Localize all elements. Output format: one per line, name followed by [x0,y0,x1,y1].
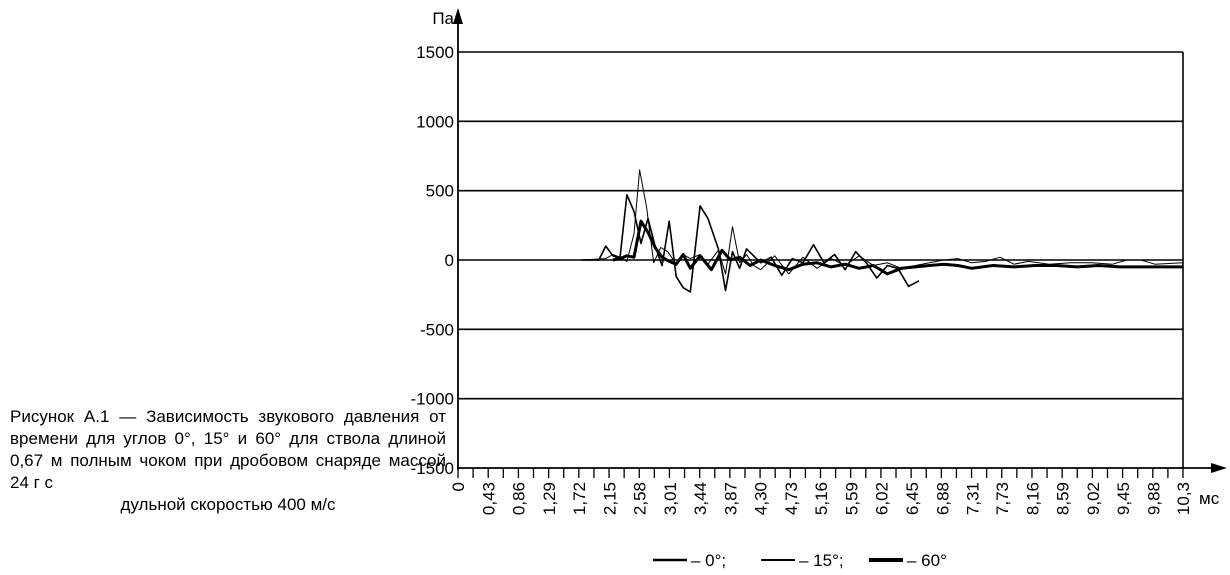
x-tick-label: 6,02 [873,482,892,515]
x-axis-unit: мс [1199,489,1220,508]
x-tick-label: 2,15 [600,482,619,515]
y-tick-label: -500 [420,320,454,339]
y-tick-label: 500 [426,182,454,201]
x-tick-label: 4,30 [752,482,771,515]
x-tick-label: 9,88 [1144,482,1163,515]
data-series [581,169,1184,293]
x-tick-label: 5,16 [812,482,831,515]
y-axis-arrow [453,8,463,24]
y-tick-label: 0 [445,251,454,270]
x-tick-label: 3,87 [721,482,740,515]
x-tick-labels: 0 0,43 0,86 1,29 1,72 2,15 2,58 3,01 3,44 3,87 4,3… [449,482,1193,515]
caption-last-line: дульной скоростью 400 м/с [120,495,336,514]
grid-lines [458,51,1183,400]
x-tick-label: 4,73 [782,482,801,515]
y-tick-label: -1500 [411,459,454,478]
x-tick-label: 1,72 [570,482,589,515]
series-line-0 [581,194,920,293]
x-tick-label: 9,45 [1114,482,1133,515]
x-tick-label: 0 [449,482,468,491]
x-tick-label: 2,58 [631,482,650,515]
x-tick-label: 6,88 [933,482,952,515]
y-tick-label: 1000 [416,112,454,131]
y-tick-labels: 1500 1000 500 0 -500 -1000 -1500 [411,43,454,478]
axes: Па мс [432,8,1227,508]
legend-label-1: – 15°; [799,551,844,570]
x-tick-label: 8,59 [1054,482,1073,515]
series-line-1 [581,169,1184,275]
figure-caption: Рисунок А.1 — Зависимость звукового давл… [10,406,446,516]
x-tick-label: 8,16 [1023,482,1042,515]
legend-label-0: – 0°; [691,551,726,570]
x-tick-label: 7,31 [964,482,983,515]
series-line-2 [612,219,1183,276]
x-tick-label: 1,29 [540,482,559,515]
x-tick-label: 9,02 [1084,482,1103,515]
y-axis-unit: Па [432,9,454,28]
x-tick-label: 3,01 [661,482,680,515]
y-tick-label: 1500 [416,43,454,62]
x-tick-label: 0,86 [510,482,529,515]
caption-text: Рисунок А.1 — Зависимость звукового давл… [10,407,446,492]
x-tick-label: 3,44 [691,482,710,515]
legend-label-2: – 60° [907,551,947,570]
x-tick-label: 5,59 [842,482,861,515]
y-tick-label: -1000 [411,390,454,409]
x-tick-label: 7,73 [993,482,1012,515]
x-tick-label: 6,45 [903,482,922,515]
x-axis-arrow [1211,463,1227,473]
x-tick-label: 0,43 [479,482,498,515]
x-tick-label: 10,3 [1174,482,1193,515]
legend: – 0°; – 15°; – 60° [653,551,947,570]
